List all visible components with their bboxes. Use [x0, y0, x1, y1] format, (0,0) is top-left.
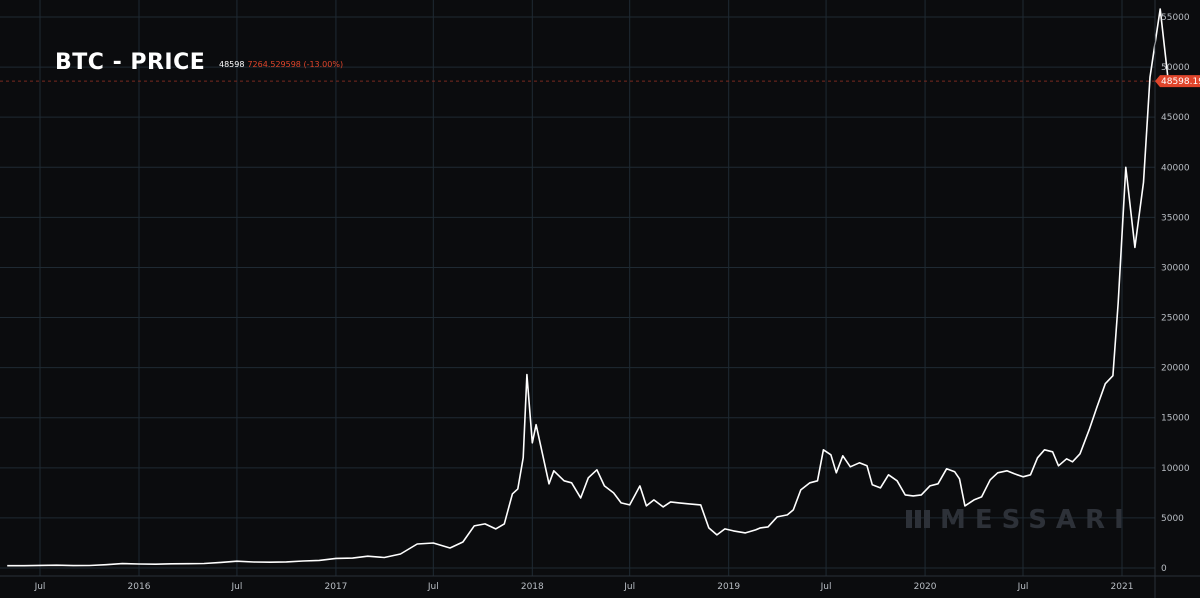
x-tick-label: 2021: [1111, 582, 1134, 592]
messari-logo-icon: [906, 510, 930, 528]
legend-change-pct: (-13.00%): [303, 60, 344, 69]
x-tick-label: 2017: [324, 582, 347, 592]
y-tick-label: 55000: [1161, 13, 1190, 23]
y-tick-label: 5000: [1161, 514, 1184, 524]
y-axis: 0 5000 10000 15000 20000 25000 30000 35000 40000…: [1154, 0, 1190, 598]
chart-title: BTC - PRICE: [55, 50, 206, 75]
y-tick-label: 0: [1161, 564, 1167, 574]
x-tick-label: Jul: [230, 582, 242, 592]
x-axis: Jul 2016 Jul 2017 Jul 2018 Jul 2019 Jul 2020 Jul 20…: [0, 575, 1200, 592]
legend-values: 48598 7264.529598 (-13.00%): [219, 60, 343, 69]
x-tick-label: Jul: [1017, 582, 1029, 592]
x-tick-label: 2018: [521, 582, 544, 592]
price-tag-label: 48598.195: [1161, 77, 1200, 87]
y-tick-label: 25000: [1161, 314, 1190, 324]
price-line: [7, 8, 1170, 567]
x-tick-label: Jul: [427, 582, 439, 592]
x-tick-label: Jul: [34, 582, 46, 592]
x-tick-label: 2020: [914, 582, 937, 592]
y-tick-label: 30000: [1161, 263, 1190, 273]
x-tick-label: 2019: [717, 582, 740, 592]
y-tick-label: 50000: [1161, 63, 1190, 73]
messari-watermark: MESSARI: [940, 505, 1133, 535]
y-tick-label: 10000: [1161, 464, 1190, 474]
y-tick-label: 35000: [1161, 213, 1190, 223]
x-tick-label: Jul: [623, 582, 635, 592]
legend-last-value: 48598: [219, 60, 245, 69]
y-tick-label: 15000: [1161, 414, 1190, 424]
last-price-tag: 48598.195: [1155, 75, 1200, 88]
x-tick-label: Jul: [820, 582, 832, 592]
price-tag-shape: [1155, 75, 1200, 88]
grid-lines: [0, 0, 1155, 576]
legend-change: 7264.529598: [247, 60, 301, 69]
x-tick-label: 2016: [128, 582, 151, 592]
y-tick-label: 40000: [1161, 163, 1190, 173]
y-tick-label: 20000: [1161, 364, 1190, 374]
y-tick-label: 45000: [1161, 113, 1190, 123]
